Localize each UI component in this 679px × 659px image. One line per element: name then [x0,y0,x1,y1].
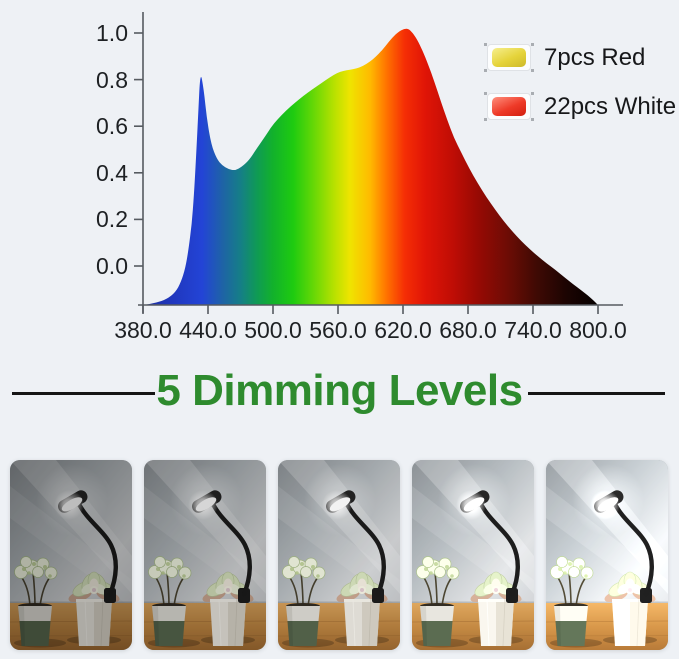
y-tick-label: 0.2 [96,206,128,233]
chart-legend: 7pcs Red 22pcs White [484,43,677,154]
lamp-plants-scene [10,460,132,650]
y-tick-label: 0.8 [96,66,128,93]
led-chip-fill [492,97,526,116]
left-potted-plant [282,556,326,646]
legend-item: 7pcs Red [484,43,646,72]
dimming-level-photos [0,460,679,650]
dimming-level-1 [10,460,132,650]
lamp-gooseneck [210,501,252,597]
led-chip-fill [492,48,526,67]
dimming-level-2 [144,460,266,650]
x-tick-label: 800.0 [569,317,627,343]
dimming-level-3 [278,460,400,650]
clip-grow-lamp [590,490,654,603]
lamp-light-glow [590,490,620,520]
title-rule-left [12,392,155,395]
clip-grow-lamp [322,490,386,603]
legend-label: 7pcs Red [544,43,646,71]
clip-grow-lamp [456,490,520,603]
clip-grow-lamp [188,490,252,603]
y-tick-label: 1.0 [96,20,128,46]
spectrum-chart: 1.0 0.8 0.6 0.4 0.2 0.0 380.0 440.0 500.0 560.0 6… [96,12,677,343]
x-tick-label: 740.0 [504,317,562,343]
left-potted-plant [14,556,58,646]
lamp-gooseneck [612,501,654,597]
clip-grow-lamp [54,490,118,603]
dimming-level-5 [546,460,668,650]
lamp-plants-scene [144,460,266,650]
left-potted-plant [148,556,192,646]
x-tick-label: 620.0 [374,317,432,343]
led-chip-swatch [484,92,534,121]
x-tick-label: 680.0 [439,317,497,343]
section-title: 5 Dimming Levels [156,366,523,415]
y-tick-label: 0.4 [96,159,128,186]
lamp-light-glow [54,490,84,520]
y-tick-label: 0.6 [96,113,128,140]
title-rule-right [528,392,665,395]
lamp-light-glow [188,490,218,520]
legend-item: 22pcs White [484,92,677,121]
lamp-gooseneck [344,501,386,597]
lamp-gooseneck [478,501,520,597]
left-potted-plant [550,556,594,646]
lamp-gooseneck [76,501,118,597]
dimming-level-4 [412,460,534,650]
x-tick-label: 380.0 [114,317,172,343]
lamp-plants-scene [412,460,534,650]
right-potted-plant [336,571,388,647]
chart-axes [134,12,623,314]
lamp-light-glow [456,490,486,520]
led-chip-swatch [484,43,534,72]
x-tick-label: 560.0 [309,317,367,343]
spectrum-area [143,28,598,306]
title-section: 5 Dimming Levels [0,362,679,422]
right-potted-plant [68,571,120,647]
x-tick-label: 440.0 [179,317,237,343]
y-tick-label: 0.0 [96,253,128,279]
left-potted-plant [416,556,460,646]
lamp-plants-scene [278,460,400,650]
right-potted-plant [604,571,656,647]
lamp-plants-scene [546,460,668,650]
x-tick-label: 500.0 [244,317,302,343]
lamp-light-glow [322,490,352,520]
right-potted-plant [470,571,522,647]
legend-label: 22pcs White [544,92,677,120]
axis-ticks [134,32,599,314]
